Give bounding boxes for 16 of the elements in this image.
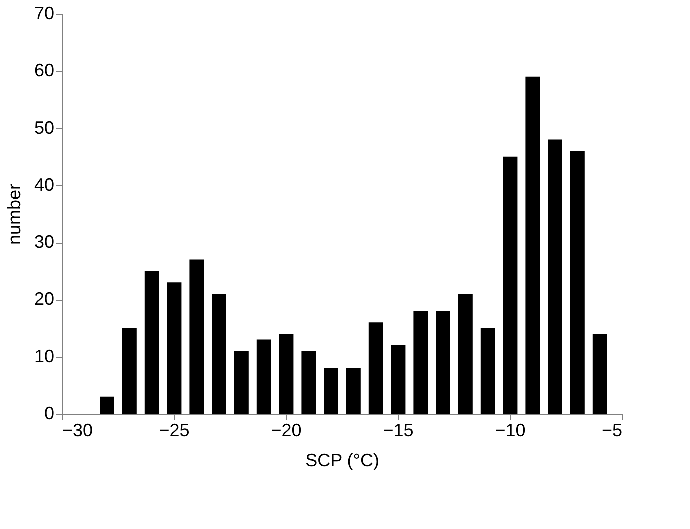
y-tick-label: 60 bbox=[34, 60, 54, 81]
y-tick-label: 20 bbox=[34, 289, 54, 310]
y-tick-label: 30 bbox=[34, 232, 54, 252]
x-axis-title: SCP (°C) bbox=[306, 450, 380, 470]
y-tick-label: 70 bbox=[34, 4, 54, 24]
y-tick-label: 10 bbox=[34, 346, 54, 366]
y-tick-label: 40 bbox=[34, 174, 54, 195]
y-tick-label: 0 bbox=[44, 404, 54, 424]
x-tick-label: −25 bbox=[159, 420, 190, 440]
x-tick-label: −10 bbox=[495, 420, 526, 440]
y-axis-title: number bbox=[4, 184, 24, 246]
x-tick-label: −30 bbox=[62, 420, 94, 440]
x-tick-label: −20 bbox=[271, 420, 302, 440]
x-tick-label: −5 bbox=[602, 420, 622, 440]
x-tick-label: −15 bbox=[383, 420, 414, 440]
y-tick-label: 50 bbox=[34, 118, 54, 138]
